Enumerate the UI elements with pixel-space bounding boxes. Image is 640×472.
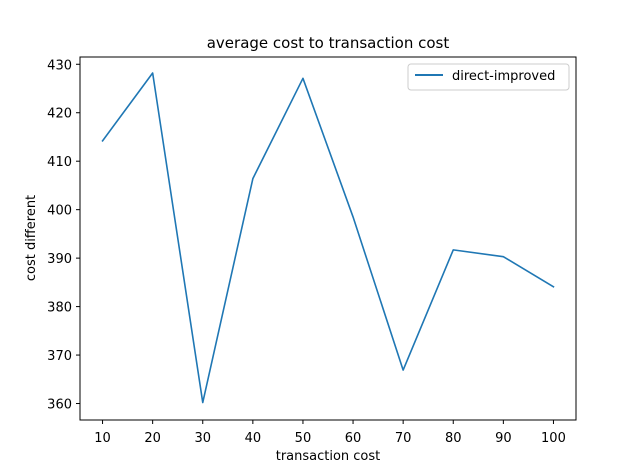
x-tick-label: 50 bbox=[295, 431, 312, 446]
y-tick-label: 420 bbox=[47, 107, 72, 122]
x-tick-label: 40 bbox=[245, 431, 262, 446]
y-tick-label: 360 bbox=[47, 398, 72, 413]
y-axis: 360 370 380 390 400 410 420 430 bbox=[47, 58, 80, 413]
x-tick-label: 60 bbox=[345, 431, 362, 446]
x-tick-label: 10 bbox=[94, 431, 111, 446]
y-axis-label: cost different bbox=[24, 195, 39, 281]
x-tick-label: 100 bbox=[541, 431, 566, 446]
y-tick-label: 410 bbox=[47, 155, 72, 170]
x-tick-label: 70 bbox=[395, 431, 412, 446]
chart-title: average cost to transaction cost bbox=[207, 34, 450, 52]
legend: direct-improved bbox=[407, 63, 570, 91]
y-tick-label: 380 bbox=[47, 301, 72, 316]
legend-label-direct-improved: direct-improved bbox=[452, 69, 555, 84]
x-tick-label: 80 bbox=[445, 431, 462, 446]
y-tick-label: 400 bbox=[47, 204, 72, 219]
y-tick-label: 370 bbox=[47, 349, 72, 364]
legend-box bbox=[407, 63, 570, 91]
x-axis: 10 20 30 40 50 60 70 80 90 100 bbox=[94, 420, 566, 446]
series-line-direct-improved bbox=[101, 72, 555, 404]
x-tick-label: 90 bbox=[495, 431, 512, 446]
series-layer bbox=[101, 72, 555, 404]
y-tick-label: 430 bbox=[47, 58, 72, 73]
plot-area bbox=[80, 57, 576, 420]
x-axis-label: transaction cost bbox=[276, 449, 381, 464]
plot-frame bbox=[79, 56, 577, 421]
x-tick-label: 30 bbox=[194, 431, 211, 446]
x-tick-label: 20 bbox=[144, 431, 161, 446]
y-tick-label: 390 bbox=[47, 252, 72, 267]
